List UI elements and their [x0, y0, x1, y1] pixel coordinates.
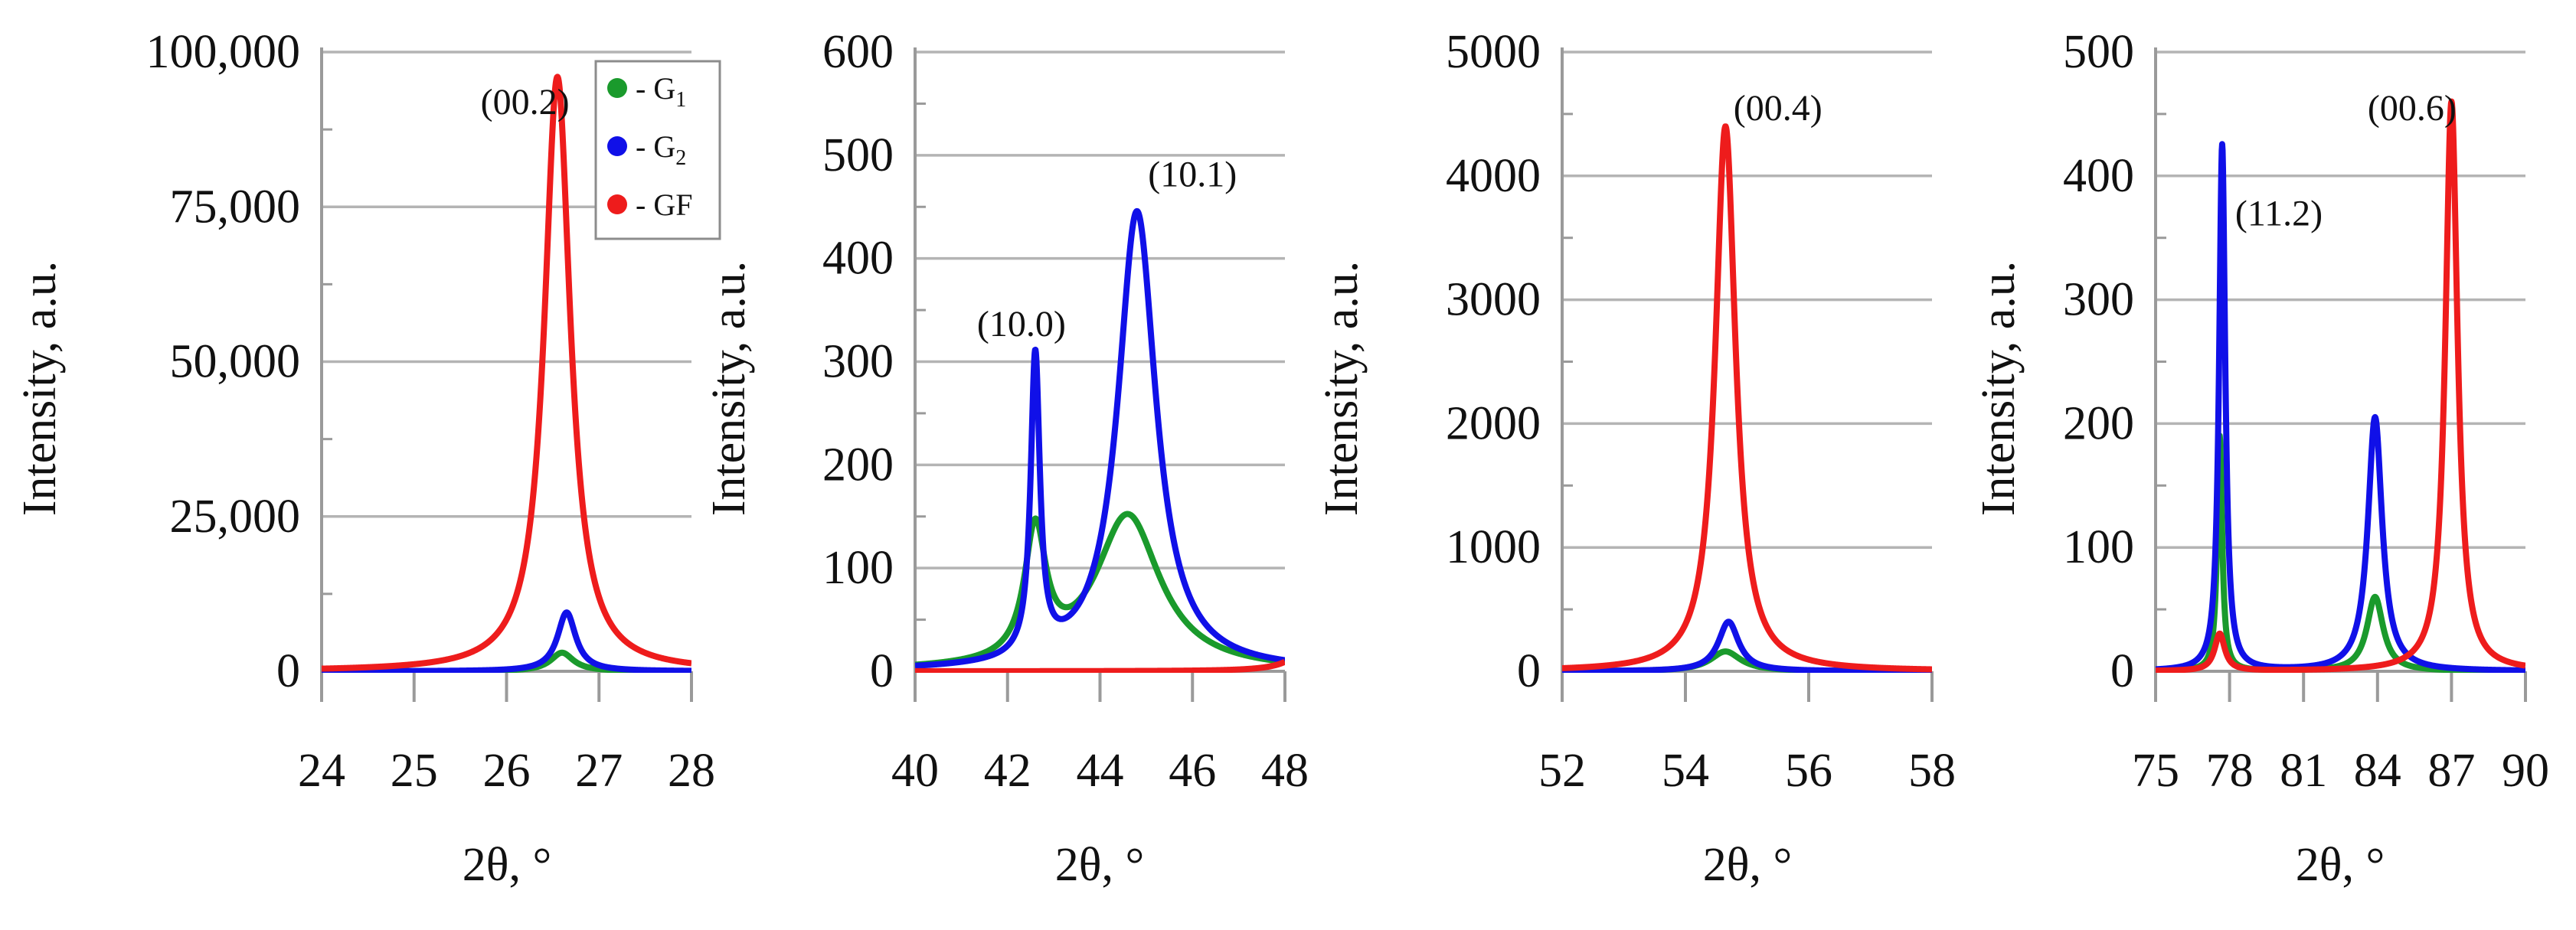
x-axis-title: 2θ, °	[1703, 839, 1793, 891]
peak-label: (10.0)	[977, 304, 1066, 344]
x-tick-label: 81	[2280, 745, 2327, 797]
series-line-g2	[2156, 141, 2525, 673]
legend-item: - GF	[607, 188, 692, 222]
x-tick-label: 46	[1169, 745, 1216, 797]
y-tick-label: 5000	[1446, 26, 1541, 78]
x-tick-label: 75	[2132, 745, 2179, 797]
y-tick-label: 100	[822, 542, 894, 594]
peak-label: (00.2)	[481, 82, 570, 122]
y-axis-title: Intensity, a.u.	[14, 261, 66, 516]
y-tick-label: 75,000	[170, 181, 301, 233]
x-tick-label: 40	[891, 745, 939, 797]
legend-label: - GF	[636, 188, 692, 222]
x-axis-title: 2θ, °	[1055, 839, 1145, 891]
x-tick-label: 87	[2427, 745, 2475, 797]
y-tick-label: 0	[276, 645, 300, 697]
y-tick-label: 4000	[1446, 150, 1541, 202]
plot-1: 0 25,000 50,000 75,000 100,000 24 25 26 27 28 2θ, …	[14, 26, 715, 891]
plot-2: 0 100 200 300 400 500 600 40 42 44 46 48 2θ, ° Intens…	[703, 26, 1309, 891]
y-tick-label: 0	[870, 645, 894, 697]
legend-label: - G1	[636, 71, 686, 112]
series-line-gf	[1562, 123, 1932, 673]
y-tick-label: 100,000	[146, 26, 301, 78]
x-tick-label: 78	[2206, 745, 2254, 797]
x-tick-label: 44	[1077, 745, 1124, 797]
y-tick-label: 25,000	[170, 491, 301, 543]
x-axis-title: 2θ, °	[2296, 839, 2385, 891]
legend-marker	[607, 194, 627, 214]
legend: - G1 - G2 - GF	[594, 60, 721, 240]
series-line-g2	[1562, 618, 1932, 673]
peak-label: (00.4)	[1734, 88, 1822, 129]
x-tick-label: 28	[668, 745, 715, 797]
peak-label: (11.2)	[2235, 194, 2323, 234]
x-tick-label: 25	[391, 745, 438, 797]
legend-label: - G2	[636, 129, 686, 170]
x-tick-label: 26	[483, 745, 531, 797]
y-tick-label: 1000	[1446, 521, 1541, 573]
plots: 0 25,000 50,000 75,000 100,000 24 25 26 27 28 2θ, …	[14, 26, 2549, 891]
x-tick-label: 42	[984, 745, 1031, 797]
legend-marker	[607, 136, 627, 156]
y-tick-label: 400	[822, 233, 894, 285]
x-axis-title: 2θ, °	[463, 839, 552, 891]
peak-label: (00.6)	[2368, 88, 2457, 129]
y-tick-label: 300	[822, 336, 894, 388]
x-tick-label: 84	[2354, 745, 2401, 797]
y-tick-label: 200	[822, 439, 894, 491]
series-line-gf	[915, 658, 1285, 673]
x-tick-label: 27	[575, 745, 623, 797]
y-tick-label: 500	[2063, 26, 2134, 78]
x-tick-label: 56	[1785, 745, 1832, 797]
y-tick-label: 2000	[1446, 397, 1541, 449]
y-tick-label: 100	[2063, 521, 2134, 573]
y-axis-title: Intensity, a.u.	[1316, 261, 1368, 516]
y-axis-title: Intensity, a.u.	[703, 261, 755, 516]
series-line-g2	[915, 207, 1285, 669]
y-tick-label: 400	[2063, 150, 2134, 202]
y-tick-label: 500	[822, 129, 894, 181]
x-tick-label: 24	[298, 745, 345, 797]
x-tick-label: 58	[1908, 745, 1956, 797]
plot-4: 0 100 200 300 400 500 75 78 81 84 87 90 2θ, ° Intensi…	[1973, 26, 2549, 891]
series-line-gf	[322, 73, 691, 672]
y-tick-label: 50,000	[170, 336, 301, 388]
y-tick-label: 3000	[1446, 274, 1541, 326]
series-line-g2	[322, 609, 691, 673]
x-tick-label: 54	[1662, 745, 1709, 797]
series-line-gf	[2156, 98, 2525, 673]
y-tick-label: 600	[822, 26, 894, 78]
y-tick-label: 0	[1517, 645, 1541, 697]
series-line-g1	[915, 511, 1285, 668]
plot-3: 0 1000 2000 3000 4000 5000 52 54 56 58 2θ, ° Intens…	[1316, 26, 1956, 891]
y-tick-label: 300	[2063, 274, 2134, 326]
x-tick-label: 48	[1261, 745, 1309, 797]
x-tick-label: 52	[1538, 745, 1586, 797]
peak-label: (10.1)	[1148, 154, 1237, 194]
y-tick-label: 0	[2110, 645, 2134, 697]
x-tick-label: 90	[2502, 745, 2549, 797]
y-axis-title: Intensity, a.u.	[1973, 261, 2025, 516]
y-tick-label: 200	[2063, 397, 2134, 449]
legend-marker	[607, 78, 627, 98]
legend-item: - G2	[607, 129, 686, 170]
legend-item: - G1	[607, 71, 686, 112]
